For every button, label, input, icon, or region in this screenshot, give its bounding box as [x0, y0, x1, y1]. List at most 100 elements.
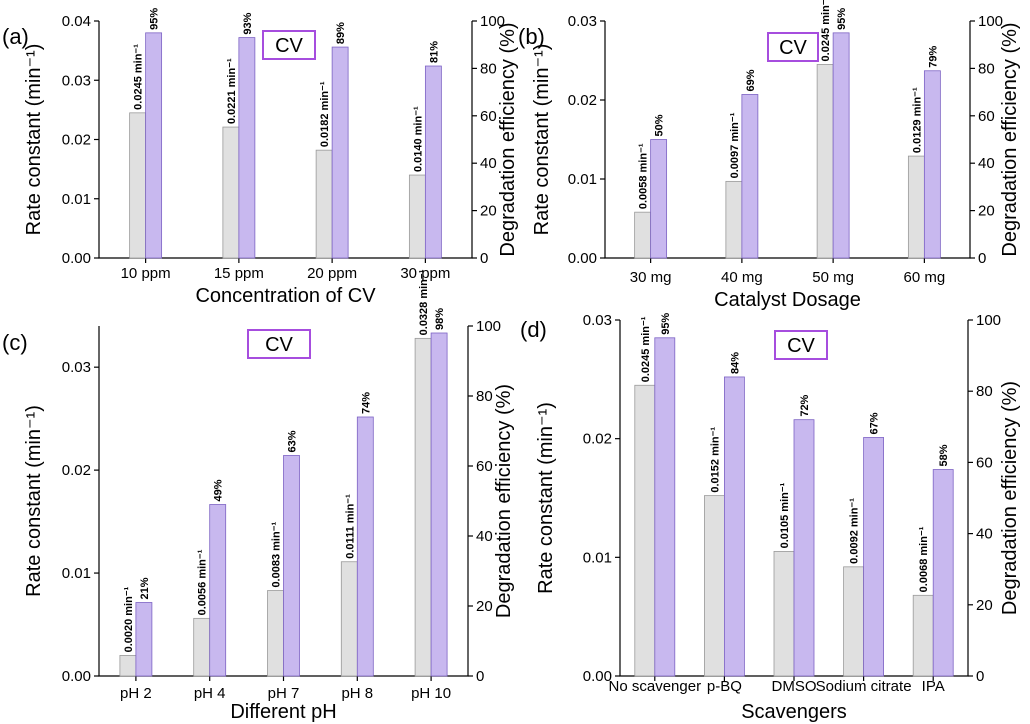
bar-rate-constant [222, 126, 240, 259]
y2-tick-label: 20 [476, 598, 493, 615]
x-tick-label: 50 mg [812, 269, 854, 286]
panel-label: (d) [520, 317, 547, 342]
panel-label: (c) [2, 330, 28, 355]
bar-label-efficiency: 74% [360, 392, 372, 414]
x-axis-title: Catalyst Dosage [714, 289, 861, 311]
bar-degradation-efficiency [832, 32, 850, 259]
bar-label-rate: 0.0058 min⁻¹ [638, 143, 650, 209]
bar-degradation-efficiency [283, 455, 300, 677]
y-tick-label: 0.00 [568, 250, 597, 267]
y2-tick-label: 0 [476, 668, 484, 685]
bar-label-efficiency: 69% [745, 69, 757, 91]
x-tick-label: pH 8 [341, 685, 373, 702]
bar-label-rate: 0.0097 min⁻¹ [729, 112, 741, 178]
bar-rate-constant [267, 590, 284, 677]
x-tick-label: 30 mg [630, 269, 672, 286]
bar-label-rate: 0.0152 min⁻¹ [709, 427, 721, 493]
x-tick-label: Sodium citrate [816, 678, 912, 695]
bar-label-rate: 0.0056 min⁻¹ [197, 549, 209, 615]
y-tick-label: 0.00 [62, 250, 91, 267]
bar-degradation-efficiency [650, 139, 668, 259]
bar-degradation-efficiency [356, 416, 374, 677]
bar-rate-constant [704, 495, 725, 677]
bar-label-efficiency: 79% [927, 46, 939, 68]
bar-label-efficiency: 67% [869, 412, 881, 434]
y2-tick-label: 20 [976, 597, 993, 614]
bar-rate-constant [816, 64, 834, 259]
bar-label-rate: 0.0092 min⁻¹ [849, 498, 861, 564]
bar-degradation-efficiency [238, 37, 256, 259]
cv-box-label: CV [779, 37, 807, 59]
bar-label-rate: 0.0111 min⁻¹ [344, 494, 356, 559]
bar-label-efficiency: 89% [335, 22, 347, 44]
bar-rate-constant [129, 112, 147, 259]
bar-label-efficiency: 95% [149, 8, 161, 30]
cv-box [247, 329, 311, 359]
y2-tick-label: 80 [480, 60, 497, 77]
bar-label-efficiency: 93% [242, 12, 254, 34]
bar-label-rate: 0.0105 min⁻¹ [779, 482, 791, 548]
bar-rate-constant [907, 155, 925, 259]
x-tick-label: pH 7 [268, 685, 300, 702]
bar-degradation-efficiency [741, 94, 759, 259]
bar-degradation-efficiency [724, 376, 745, 677]
bar-label-efficiency: 58% [938, 444, 950, 466]
bar-degradation-efficiency [209, 504, 227, 677]
bar-rate-constant [315, 149, 333, 259]
x-tick-label: 30 ppm [400, 265, 450, 282]
x-tick-label: No scavenger [609, 678, 702, 695]
bar-rate-constant [119, 655, 137, 677]
x-tick-label: 40 mg [721, 269, 763, 286]
y2-axis-title: Degradation efficiency (%) [493, 384, 515, 618]
bar-label-rate: 0.0129 min⁻¹ [911, 87, 923, 153]
x-tick-label: p-BQ [707, 678, 742, 695]
bar-label-efficiency: 63% [287, 430, 299, 452]
y2-tick-label: 20 [978, 203, 995, 220]
bar-rate-constant [912, 594, 934, 677]
y2-tick-label: 60 [976, 454, 993, 471]
panel-label: (a) [2, 24, 29, 49]
x-tick-label: 15 ppm [214, 265, 264, 282]
y2-tick-label: 40 [480, 155, 497, 172]
y2-tick-label: 80 [978, 60, 995, 77]
bar-label-efficiency: 95% [836, 8, 848, 30]
bar-label-rate: 0.0140 min⁻¹ [412, 106, 424, 172]
y2-tick-label: 100 [476, 318, 501, 335]
chart-panel: 0.00 0.01 0.02 0.03 0 20 40 60 80 100 No scavenger… [520, 312, 1021, 723]
bar-rate-constant [408, 174, 426, 259]
x-tick-label: pH 10 [411, 685, 451, 702]
bar-rate-constant [843, 566, 864, 677]
bar-degradation-efficiency [932, 469, 954, 677]
cv-box [262, 30, 316, 60]
y-tick-label: 0.01 [583, 549, 612, 566]
y2-tick-label: 40 [476, 528, 493, 545]
y2-tick-label: 60 [476, 458, 493, 475]
y-tick-label: 0.00 [583, 668, 612, 685]
bar-label-rate: 0.0221 min⁻¹ [226, 58, 238, 124]
x-axis-title: Scavengers [741, 701, 847, 723]
bar-rate-constant [634, 384, 656, 677]
y2-tick-label: 80 [976, 383, 993, 400]
y-axis-title: Rate constant (min⁻¹) [535, 402, 557, 594]
panel-label: (b) [518, 24, 545, 49]
y-tick-label: 0.01 [568, 171, 597, 188]
bar-degradation-efficiency [654, 337, 676, 677]
y2-tick-label: 60 [480, 108, 497, 125]
bar-degradation-efficiency [793, 419, 815, 677]
y2-tick-label: 100 [978, 13, 1003, 30]
y-tick-label: 0.02 [568, 92, 597, 109]
bar-label-rate: 0.0182 min⁻¹ [319, 81, 331, 147]
bar-label-efficiency: 84% [729, 352, 741, 374]
y-tick-label: 0.03 [568, 13, 597, 30]
bar-degradation-efficiency [135, 602, 153, 677]
cv-box-label: CV [787, 335, 815, 357]
x-axis-title: Different pH [230, 701, 336, 723]
bar-rate-constant [414, 337, 432, 677]
bar-label-efficiency: 98% [434, 308, 446, 330]
y-axis-title: Rate constant (min⁻¹) [23, 44, 45, 236]
y-tick-label: 0.02 [583, 431, 612, 448]
bar-label-efficiency: 81% [428, 41, 440, 63]
bar-label-rate: 0.0068 min⁻¹ [918, 526, 930, 592]
y-axis-title: Rate constant (min⁻¹) [23, 405, 45, 597]
